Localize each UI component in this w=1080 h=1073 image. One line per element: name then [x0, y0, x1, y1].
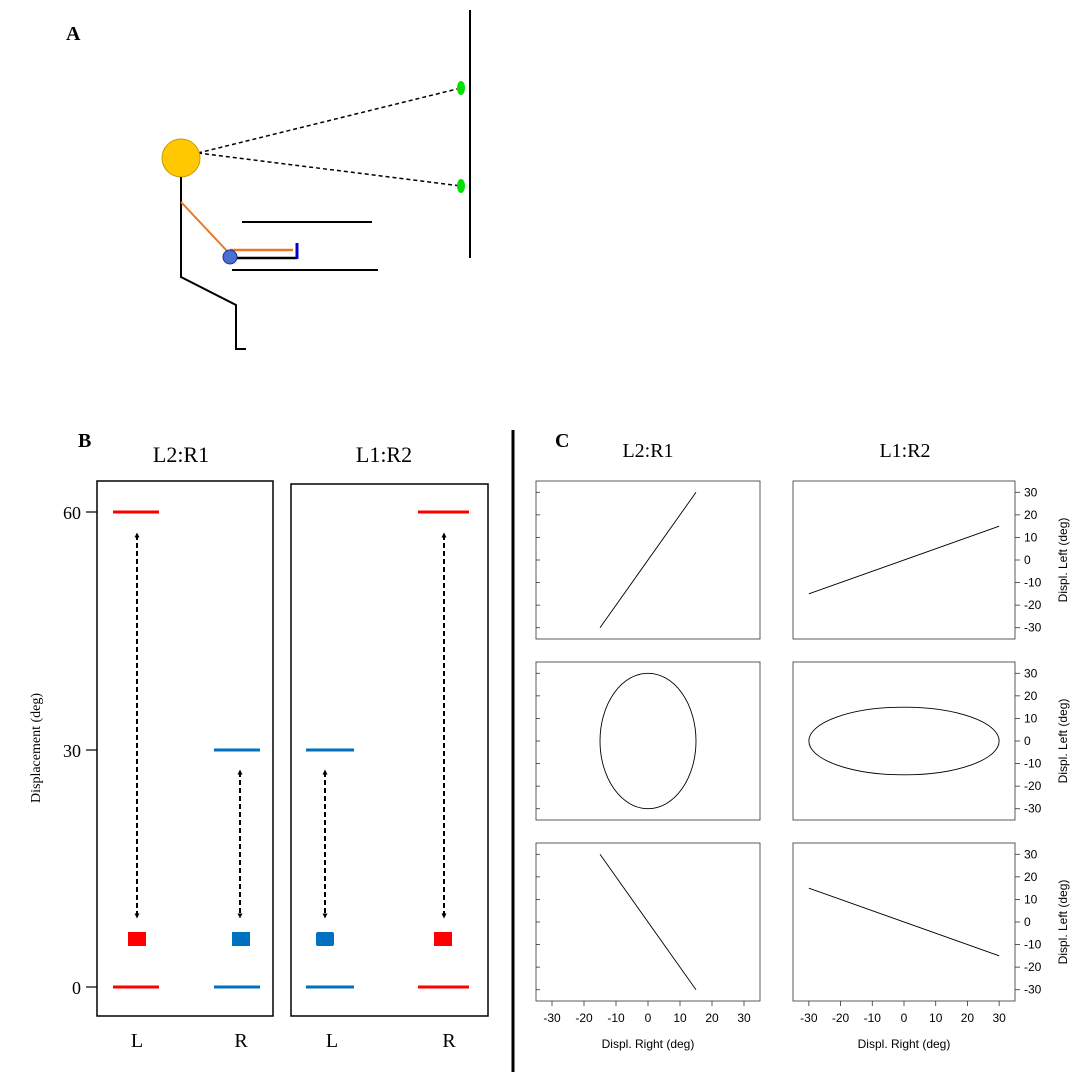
panel-c-label: C [555, 430, 569, 452]
arm [180, 201, 229, 253]
phase-trace-ellipse [808, 706, 1000, 776]
panel-b-label: B [78, 430, 91, 452]
y-tick-label: -20 [1024, 779, 1042, 793]
y-tick-label: 30 [63, 741, 81, 761]
y-tick-label: 10 [1024, 711, 1038, 725]
y-tick-label: -10 [1024, 757, 1042, 771]
left-hand-marker [128, 932, 146, 946]
x-axis-label: Displ. Right (deg) [858, 1037, 951, 1051]
x-tick-label: -10 [864, 1011, 882, 1025]
hand [222, 249, 238, 265]
y-tick-label: -30 [1024, 621, 1042, 635]
panel-b: B Displacement (deg) 60 30 0 L2:R1 L R L… [29, 430, 489, 1052]
x-tick-label: 0 [901, 1011, 908, 1025]
column-title: L2:R1 [622, 440, 673, 462]
right-hand-marker [434, 932, 452, 946]
x-tick-label: -20 [832, 1011, 850, 1025]
subpanel-title: L2:R1 [153, 442, 209, 467]
x-tick-label: R [442, 1030, 456, 1052]
phase-trace-line [808, 887, 1000, 957]
y-tick-label: 10 [1024, 892, 1038, 906]
body-outline [180, 177, 246, 350]
y-tick-label: 0 [1024, 915, 1031, 929]
y-tick-label: 20 [1024, 508, 1038, 522]
x-tick-label: -30 [543, 1011, 561, 1025]
target-upper [457, 81, 465, 95]
y-tick-label: 20 [1024, 689, 1038, 703]
subpanel-frame [290, 483, 489, 1017]
gaze-line-upper [197, 87, 462, 154]
y-tick-label: -20 [1024, 598, 1042, 612]
phase-trace-line [808, 525, 1000, 595]
phase-trace-line [599, 492, 697, 628]
y-tick-label: 0 [1024, 553, 1031, 567]
x-tick-label: -30 [800, 1011, 818, 1025]
y-axis-label: Displacement (deg) [29, 693, 44, 803]
phase-trace-line [599, 854, 697, 990]
phase-plots: 30 20 10 0 -10 -20 -30 Displ. Left (deg) 30 20 10 0… [535, 480, 1070, 1051]
column-title: L1:R2 [879, 440, 930, 462]
subpanel-frame [96, 480, 274, 1017]
right-hand-marker [232, 932, 250, 946]
x-tick-label: 10 [673, 1011, 687, 1025]
panel-c: C L2:R1 L1:R2 30 20 10 0 -10 -20 -30 Displ. Lef… [535, 430, 1070, 1051]
y-axis-label: Displ. Left (deg) [1056, 880, 1070, 965]
y-tick-label: -10 [1024, 576, 1042, 590]
target-lower [457, 179, 465, 193]
y-tick-label: -10 [1024, 938, 1042, 952]
head [161, 138, 201, 178]
y-tick-label: -30 [1024, 802, 1042, 816]
y-tick-label: 30 [1024, 485, 1038, 499]
panel-a-label: A [66, 23, 81, 45]
phase-trace-ellipse [599, 672, 697, 810]
y-tick-label: 60 [63, 503, 81, 523]
panel-a: A [66, 10, 471, 350]
x-tick-label: 20 [705, 1011, 719, 1025]
y-tick-label: 20 [1024, 870, 1038, 884]
y-tick-label: 30 [1024, 847, 1038, 861]
x-tick-label: 0 [645, 1011, 652, 1025]
x-tick-label: 10 [929, 1011, 943, 1025]
x-tick-label: 30 [737, 1011, 751, 1025]
left-hand-marker [316, 932, 334, 946]
y-tick-label: -30 [1024, 983, 1042, 997]
y-tick-label: 30 [1024, 666, 1038, 680]
x-tick-label: -10 [607, 1011, 625, 1025]
x-tick-label: -20 [575, 1011, 593, 1025]
x-tick-label: L [131, 1030, 143, 1052]
y-tick-label: 10 [1024, 530, 1038, 544]
x-tick-label: 30 [992, 1011, 1006, 1025]
y-axis-label: Displ. Left (deg) [1056, 699, 1070, 784]
plot-frame [792, 661, 1016, 821]
x-axis-label: Displ. Right (deg) [602, 1037, 695, 1051]
y-axis-label: Displ. Left (deg) [1056, 518, 1070, 603]
x-tick-label: 20 [961, 1011, 975, 1025]
y-tick-label: -20 [1024, 960, 1042, 974]
gaze-line-lower [197, 152, 462, 187]
subpanel-title: L1:R2 [356, 442, 412, 467]
y-tick-label: 0 [1024, 734, 1031, 748]
x-tick-label: L [326, 1030, 338, 1052]
x-tick-label: R [234, 1030, 248, 1052]
y-tick-label: 0 [72, 978, 81, 998]
plot-frame [535, 661, 761, 821]
